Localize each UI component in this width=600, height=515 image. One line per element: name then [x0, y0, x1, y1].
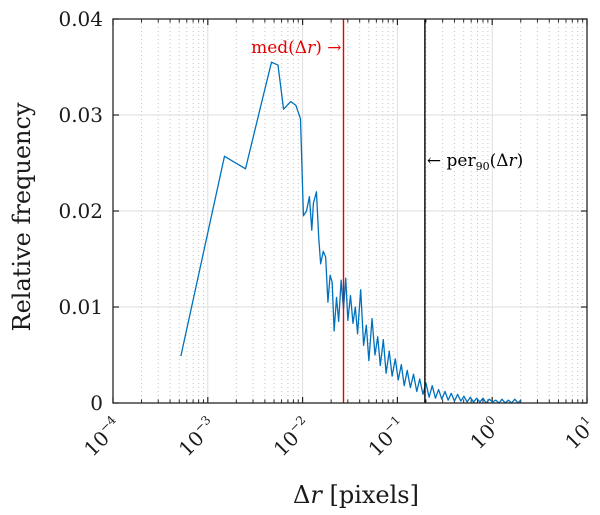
x-axis-label-unit: [pixels] [322, 481, 419, 509]
y-axis-label: Relative frequency [8, 102, 36, 331]
x-axis-label-delta: Δ [293, 481, 310, 509]
per90-annotation-main: (Δ [490, 151, 509, 171]
per90-annotation-head: ← per [427, 151, 477, 171]
x-tick-label: 10−1 [363, 413, 411, 461]
x-axis-label-var: r [310, 481, 323, 509]
x-axis-label: Δr [pixels] [293, 481, 419, 509]
med-annotation-var: r [307, 38, 316, 58]
x-tick-label: 101 [559, 413, 600, 454]
series-layer [180, 61, 522, 404]
x-tick-label: 100 [465, 413, 506, 454]
grid [112, 18, 588, 404]
y-tick-label: 0.02 [58, 199, 103, 223]
y-tick-label: 0.04 [58, 7, 103, 31]
y-tick-label: 0.01 [58, 295, 103, 319]
x-tick-label: 10−4 [78, 413, 126, 461]
med-annotation-tail: ) → [315, 38, 341, 58]
per90-annotation-tail: ) [517, 151, 524, 171]
y-tick-label: 0 [90, 391, 103, 415]
reference-lines: med(Δr) →← per90(Δr) [251, 19, 523, 403]
data-series-line [180, 61, 522, 404]
x-tick-label: 10−3 [173, 413, 221, 461]
x-tick-labels: 10−4 10−3 10−2 10−1 100 101 [78, 413, 600, 461]
x-tick-label: 10−2 [268, 413, 316, 461]
y-tick-labels: 0 0.01 0.02 0.03 0.04 [58, 7, 103, 415]
med-annotation-main: med(Δ [251, 38, 307, 58]
per90-annotation: ← per90(Δr) [427, 151, 523, 173]
plot-frame [112, 18, 588, 404]
per90-annotation-sub: 90 [476, 160, 490, 173]
med-annotation: med(Δr) → [251, 38, 341, 58]
y-tick-label: 0.03 [58, 103, 103, 127]
per90-annotation-var: r [509, 151, 518, 171]
